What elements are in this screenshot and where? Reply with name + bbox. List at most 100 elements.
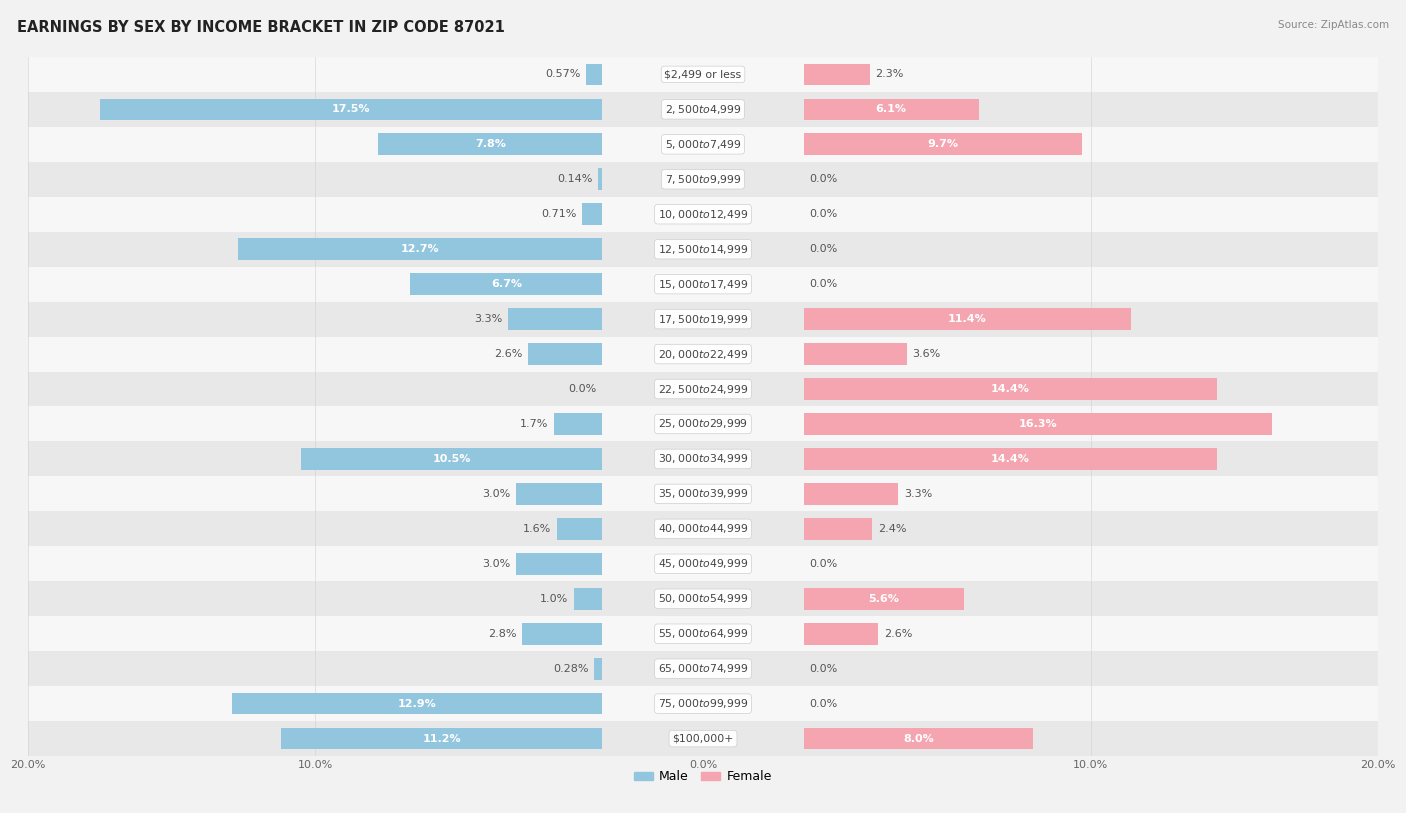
Text: 2.6%: 2.6% — [884, 628, 912, 639]
Bar — [28, 406, 1378, 441]
Text: 1.0%: 1.0% — [540, 593, 568, 604]
Bar — [599, 168, 603, 190]
Bar — [803, 448, 1218, 470]
Bar — [28, 267, 1378, 302]
Text: 17.5%: 17.5% — [332, 104, 370, 115]
Text: 8.0%: 8.0% — [903, 733, 934, 744]
Text: 3.3%: 3.3% — [474, 314, 502, 324]
Bar — [803, 133, 1083, 155]
Text: $10,000 to $12,499: $10,000 to $12,499 — [658, 208, 748, 220]
Text: 2.4%: 2.4% — [879, 524, 907, 534]
Bar — [378, 133, 603, 155]
Bar — [522, 623, 603, 645]
Bar — [554, 413, 603, 435]
Text: $17,500 to $19,999: $17,500 to $19,999 — [658, 313, 748, 325]
Text: 3.6%: 3.6% — [912, 349, 941, 359]
Bar — [803, 63, 869, 85]
Text: 12.7%: 12.7% — [401, 244, 440, 254]
Text: $50,000 to $54,999: $50,000 to $54,999 — [658, 593, 748, 605]
Text: 12.9%: 12.9% — [398, 698, 437, 709]
Bar — [28, 686, 1378, 721]
Text: 5.6%: 5.6% — [869, 593, 900, 604]
Bar — [574, 588, 603, 610]
Text: 10.5%: 10.5% — [433, 454, 471, 464]
Text: 0.0%: 0.0% — [810, 174, 838, 185]
Bar — [803, 308, 1130, 330]
Bar — [803, 728, 1033, 750]
Text: 1.6%: 1.6% — [523, 524, 551, 534]
Text: 1.7%: 1.7% — [520, 419, 548, 429]
Text: $35,000 to $39,999: $35,000 to $39,999 — [658, 488, 748, 500]
Bar — [582, 203, 603, 225]
Text: 16.3%: 16.3% — [1018, 419, 1057, 429]
Text: $2,499 or less: $2,499 or less — [665, 69, 741, 80]
Legend: Male, Female: Male, Female — [630, 765, 776, 789]
Bar — [28, 581, 1378, 616]
Bar — [28, 616, 1378, 651]
Text: $12,500 to $14,999: $12,500 to $14,999 — [658, 243, 748, 255]
Text: 9.7%: 9.7% — [928, 139, 959, 150]
Bar — [28, 162, 1378, 197]
Bar — [28, 127, 1378, 162]
Bar — [803, 343, 907, 365]
Text: $5,000 to $7,499: $5,000 to $7,499 — [665, 138, 741, 150]
Bar — [803, 98, 979, 120]
Bar — [803, 623, 879, 645]
Bar — [508, 308, 603, 330]
Bar — [803, 588, 965, 610]
Text: $65,000 to $74,999: $65,000 to $74,999 — [658, 663, 748, 675]
Text: 11.4%: 11.4% — [948, 314, 987, 324]
Text: Source: ZipAtlas.com: Source: ZipAtlas.com — [1278, 20, 1389, 30]
Bar — [28, 546, 1378, 581]
Text: 0.0%: 0.0% — [810, 209, 838, 220]
Bar — [238, 238, 603, 260]
Bar — [411, 273, 603, 295]
Text: 2.3%: 2.3% — [876, 69, 904, 80]
Bar — [28, 337, 1378, 372]
Text: 2.6%: 2.6% — [494, 349, 522, 359]
Bar — [803, 378, 1218, 400]
Text: 14.4%: 14.4% — [991, 384, 1029, 394]
Text: 0.28%: 0.28% — [553, 663, 589, 674]
Text: 3.0%: 3.0% — [482, 489, 510, 499]
Text: 0.14%: 0.14% — [557, 174, 593, 185]
Text: $15,000 to $17,499: $15,000 to $17,499 — [658, 278, 748, 290]
Text: 6.7%: 6.7% — [491, 279, 522, 289]
Text: $45,000 to $49,999: $45,000 to $49,999 — [658, 558, 748, 570]
Text: 11.2%: 11.2% — [422, 733, 461, 744]
Text: $25,000 to $29,999: $25,000 to $29,999 — [658, 418, 748, 430]
Bar — [28, 476, 1378, 511]
Text: 0.71%: 0.71% — [541, 209, 576, 220]
Text: 0.0%: 0.0% — [810, 663, 838, 674]
Bar — [527, 343, 603, 365]
Text: $7,500 to $9,999: $7,500 to $9,999 — [665, 173, 741, 185]
Text: $100,000+: $100,000+ — [672, 733, 734, 744]
Text: 14.4%: 14.4% — [991, 454, 1029, 464]
Bar — [28, 92, 1378, 127]
Bar — [516, 553, 603, 575]
Text: EARNINGS BY SEX BY INCOME BRACKET IN ZIP CODE 87021: EARNINGS BY SEX BY INCOME BRACKET IN ZIP… — [17, 20, 505, 35]
Text: $75,000 to $99,999: $75,000 to $99,999 — [658, 698, 748, 710]
Text: 0.0%: 0.0% — [568, 384, 596, 394]
Text: 0.57%: 0.57% — [546, 69, 581, 80]
Bar — [28, 302, 1378, 337]
Text: 7.8%: 7.8% — [475, 139, 506, 150]
Bar — [28, 651, 1378, 686]
Bar — [586, 63, 603, 85]
Text: 0.0%: 0.0% — [810, 244, 838, 254]
Bar — [557, 518, 603, 540]
Bar — [301, 448, 603, 470]
Text: 3.3%: 3.3% — [904, 489, 932, 499]
Bar — [281, 728, 603, 750]
Text: $20,000 to $22,499: $20,000 to $22,499 — [658, 348, 748, 360]
Bar — [28, 57, 1378, 92]
Text: $30,000 to $34,999: $30,000 to $34,999 — [658, 453, 748, 465]
Bar — [803, 483, 898, 505]
Bar — [28, 721, 1378, 756]
Text: 0.0%: 0.0% — [810, 559, 838, 569]
Text: 3.0%: 3.0% — [482, 559, 510, 569]
Bar — [803, 413, 1271, 435]
Text: 0.0%: 0.0% — [810, 279, 838, 289]
Bar — [28, 232, 1378, 267]
Bar — [28, 197, 1378, 232]
